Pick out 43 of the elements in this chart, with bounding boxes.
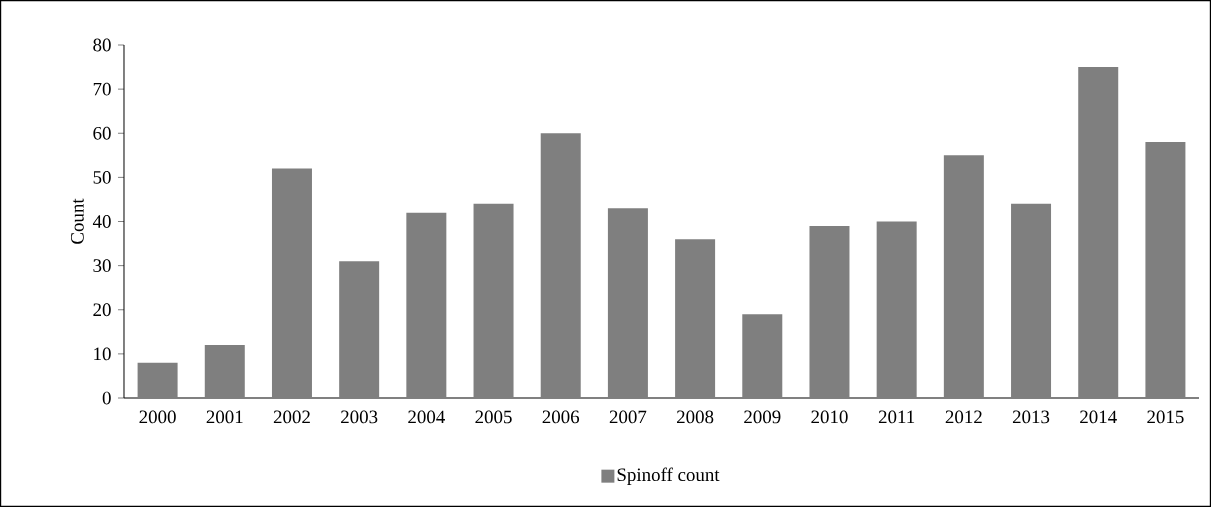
bar [742, 314, 783, 398]
y-tick-label: 10 [94, 347, 111, 361]
x-tick-label: 2004 [408, 410, 445, 424]
x-tick-label: 2003 [341, 410, 378, 424]
bar [607, 208, 648, 398]
bar [1145, 142, 1186, 398]
y-axis-title: Count [71, 198, 84, 244]
bar [137, 362, 178, 398]
bar [1011, 203, 1052, 398]
x-tick-label: 2005 [475, 410, 512, 424]
y-tick-label: 30 [93, 259, 111, 273]
bar [271, 168, 312, 398]
x-tick-label: 2000 [139, 410, 176, 424]
y-tick-label: 60 [93, 126, 111, 140]
bar [339, 261, 380, 398]
bar [473, 203, 514, 398]
bar [540, 133, 581, 398]
bar [1078, 67, 1119, 398]
bar [675, 239, 716, 398]
bar [876, 221, 917, 398]
x-tick-label: 2008 [677, 410, 714, 424]
y-tick-label: 0 [102, 391, 111, 405]
bar [943, 155, 984, 398]
x-tick-label: 2009 [744, 410, 781, 424]
y-tick-label: 40 [92, 215, 111, 228]
bar [406, 212, 447, 398]
x-tick-label: 2013 [1012, 410, 1050, 424]
y-tick-label: 20 [93, 303, 111, 317]
x-tick-label: 2012 [945, 410, 982, 424]
bar [204, 345, 245, 398]
x-tick-label: 2010 [811, 410, 848, 424]
x-tick-label: 2011 [878, 410, 915, 424]
y-tick-label: 80 [93, 38, 111, 52]
x-tick-label: 2015 [1147, 410, 1184, 424]
x-tick-label: 2006 [542, 410, 580, 424]
legend-label: Spinoff count [617, 467, 720, 485]
y-tick-label: 50 [93, 171, 111, 184]
x-tick-label: 2014 [1080, 410, 1117, 424]
x-tick-label: 2007 [609, 410, 647, 424]
x-tick-label: 2001 [206, 410, 243, 424]
bar [809, 225, 850, 398]
y-tick-label: 70 [93, 82, 111, 96]
x-tick-label: 2002 [273, 410, 310, 424]
